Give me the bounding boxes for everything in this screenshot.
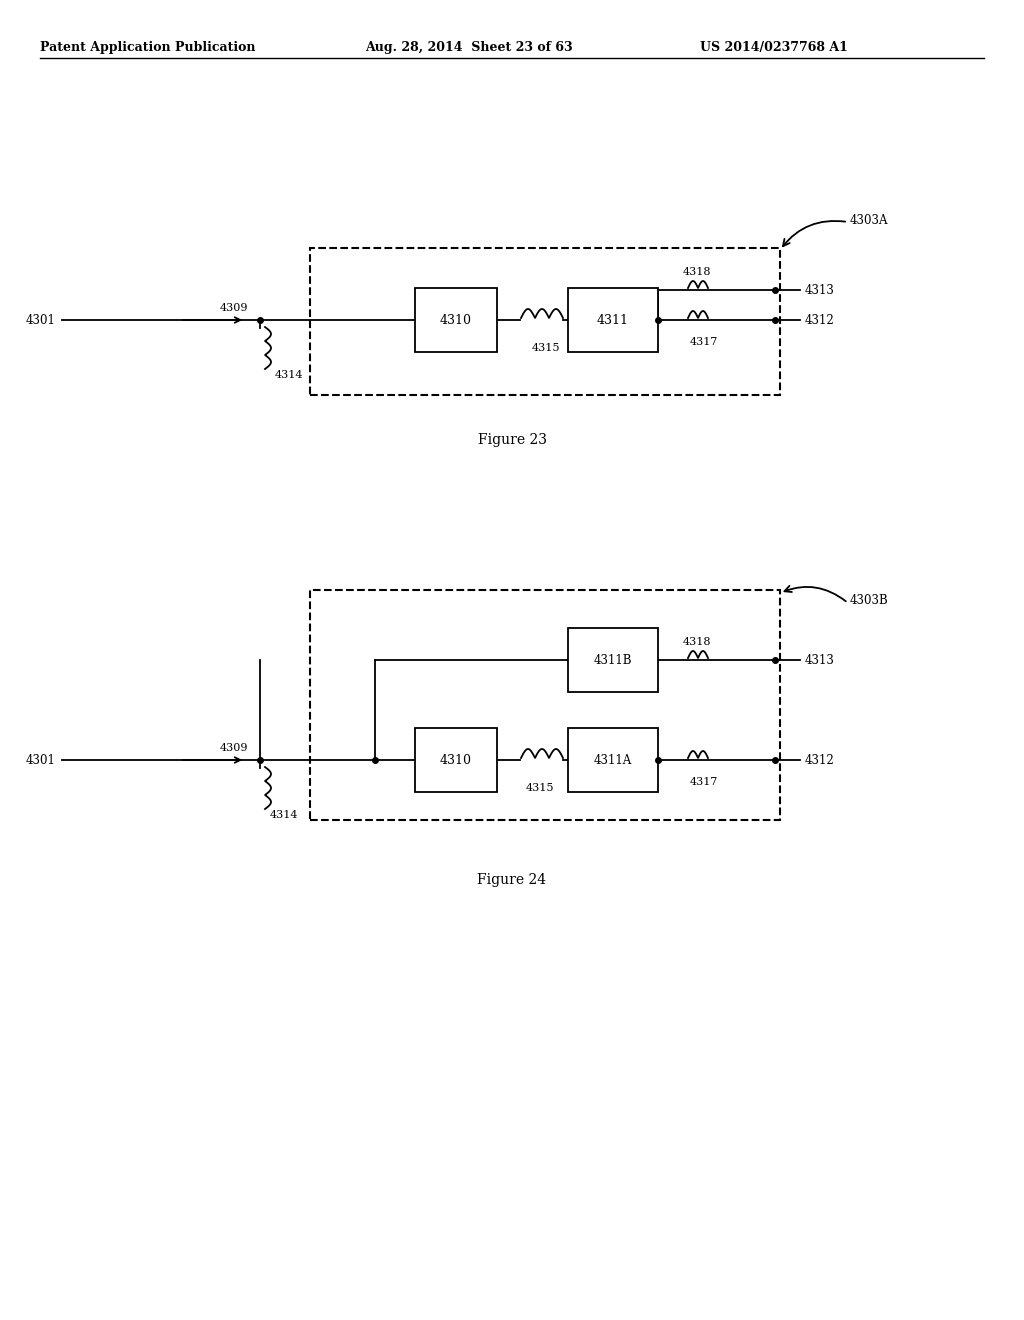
Text: 4318: 4318 (683, 267, 712, 277)
Text: 4315: 4315 (525, 783, 554, 793)
Text: 4311B: 4311B (594, 653, 632, 667)
Text: 4317: 4317 (690, 337, 719, 347)
Text: 4313: 4313 (805, 284, 835, 297)
Bar (415, 288, 497, 352)
Text: 4312: 4312 (805, 314, 835, 326)
Text: 4309: 4309 (219, 743, 248, 752)
Text: 4311A: 4311A (594, 754, 632, 767)
Text: 4309: 4309 (219, 304, 248, 313)
Text: 4311: 4311 (597, 314, 629, 326)
Text: 4313: 4313 (805, 653, 835, 667)
Text: Figure 24: Figure 24 (477, 873, 547, 887)
Text: 4301: 4301 (27, 314, 56, 326)
Text: 4315: 4315 (531, 343, 560, 352)
Text: 4318: 4318 (683, 638, 712, 647)
Bar (568, 288, 658, 352)
Text: 4317: 4317 (690, 777, 719, 787)
Text: US 2014/0237768 A1: US 2014/0237768 A1 (700, 41, 848, 54)
Text: Aug. 28, 2014  Sheet 23 of 63: Aug. 28, 2014 Sheet 23 of 63 (365, 41, 572, 54)
Text: 4310: 4310 (440, 314, 472, 326)
Bar (310, 248, 780, 395)
Text: Figure 23: Figure 23 (477, 433, 547, 447)
Text: 4314: 4314 (270, 810, 299, 820)
Bar (568, 729, 658, 792)
Text: 4303A: 4303A (850, 214, 889, 227)
Text: 4303B: 4303B (850, 594, 889, 606)
Text: 4312: 4312 (805, 754, 835, 767)
Text: 4310: 4310 (440, 754, 472, 767)
Text: Patent Application Publication: Patent Application Publication (40, 41, 256, 54)
Text: 4301: 4301 (27, 754, 56, 767)
Bar (415, 729, 497, 792)
Bar (310, 590, 780, 820)
Text: 4314: 4314 (275, 370, 303, 380)
Bar (568, 628, 658, 692)
